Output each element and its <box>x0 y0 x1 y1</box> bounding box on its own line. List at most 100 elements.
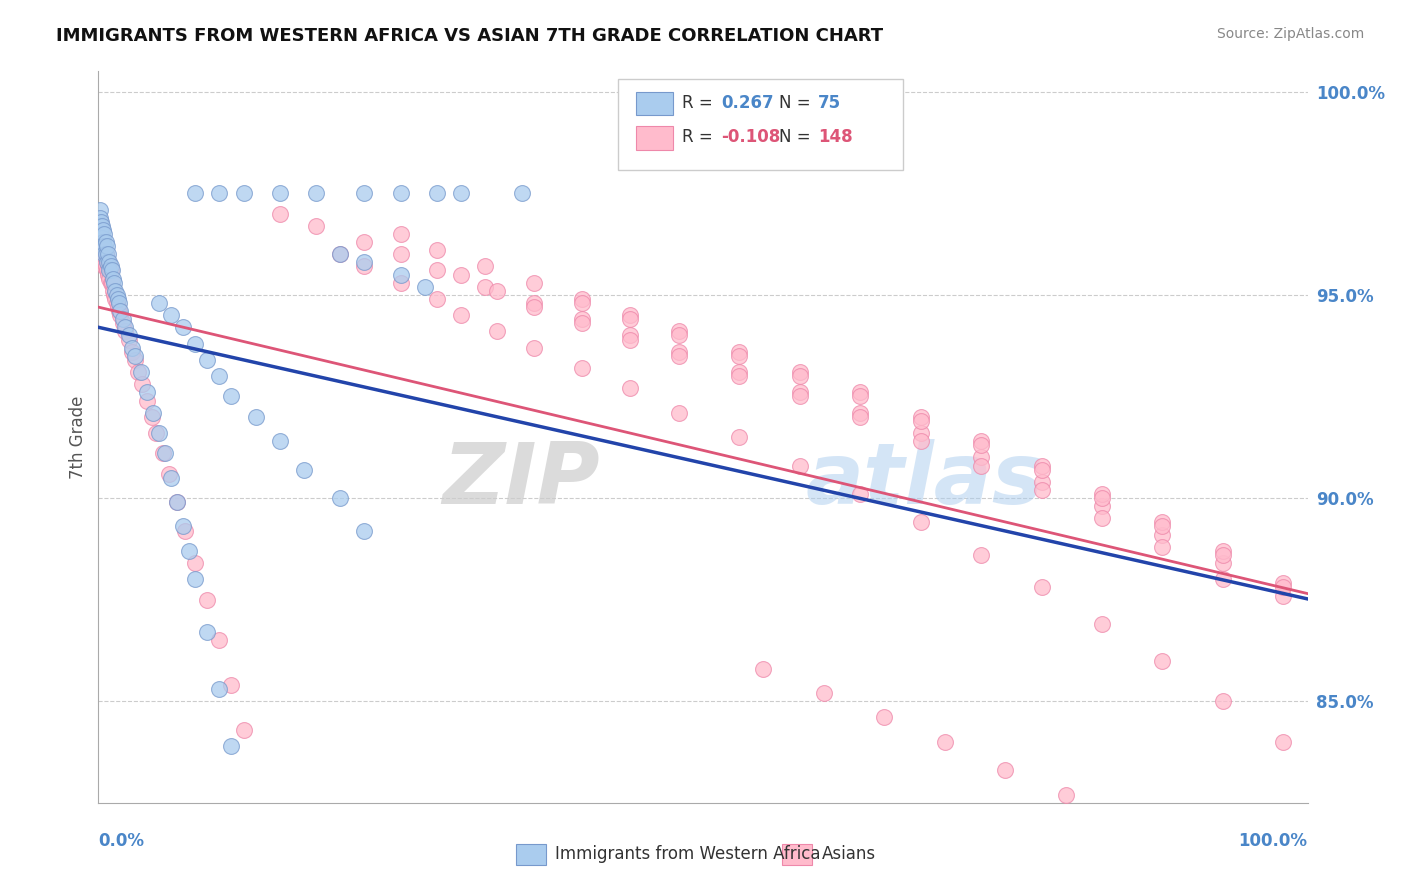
Point <box>849 487 872 501</box>
Point <box>97 247 120 261</box>
Point <box>105 288 128 302</box>
Point <box>970 450 993 465</box>
Point <box>184 186 207 201</box>
Point <box>1212 548 1234 562</box>
Point <box>232 186 254 201</box>
Point <box>195 625 218 640</box>
Point <box>1091 511 1114 525</box>
Point <box>152 446 174 460</box>
Point <box>96 255 118 269</box>
Point <box>121 344 143 359</box>
Text: -0.108: -0.108 <box>721 128 780 146</box>
Point <box>89 202 111 217</box>
Point <box>1212 544 1234 558</box>
Point <box>1212 694 1234 708</box>
Point <box>450 186 472 201</box>
Point <box>668 344 690 359</box>
Point <box>523 276 546 290</box>
Point <box>1091 487 1114 501</box>
Point <box>571 312 593 326</box>
Point <box>1272 576 1295 591</box>
Point <box>195 592 218 607</box>
Point <box>910 409 932 424</box>
Point <box>208 369 231 384</box>
Point <box>389 247 412 261</box>
Point <box>179 544 201 558</box>
Point <box>1152 516 1174 530</box>
Point <box>450 268 472 282</box>
Point <box>104 292 127 306</box>
Point <box>97 268 120 282</box>
Point <box>114 320 136 334</box>
Point <box>91 231 114 245</box>
Point <box>172 519 194 533</box>
Point <box>619 308 641 322</box>
Point <box>98 260 121 274</box>
Point <box>93 243 115 257</box>
Point <box>849 406 872 420</box>
Bar <box>637 92 672 115</box>
Text: N =: N = <box>779 128 811 146</box>
Point <box>910 414 932 428</box>
Point <box>269 206 291 220</box>
Point <box>353 235 375 249</box>
Point <box>1031 475 1053 489</box>
Point <box>1091 491 1114 505</box>
Point <box>221 739 243 753</box>
Point <box>305 219 328 233</box>
Point <box>90 243 112 257</box>
Point <box>1152 540 1174 554</box>
Point <box>329 491 352 505</box>
Point <box>96 252 118 266</box>
Point <box>101 284 124 298</box>
Point <box>108 296 131 310</box>
Point <box>910 516 932 530</box>
Point <box>98 255 121 269</box>
Point <box>100 276 122 290</box>
Point <box>728 369 751 384</box>
Point <box>172 320 194 334</box>
Point <box>89 211 111 225</box>
Point <box>195 352 218 367</box>
Point <box>1175 845 1198 859</box>
Point <box>619 328 641 343</box>
Point <box>89 231 111 245</box>
Point <box>89 215 111 229</box>
Point <box>970 458 993 473</box>
Point <box>104 284 127 298</box>
Text: IMMIGRANTS FROM WESTERN AFRICA VS ASIAN 7TH GRADE CORRELATION CHART: IMMIGRANTS FROM WESTERN AFRICA VS ASIAN … <box>56 27 883 45</box>
Point <box>269 186 291 201</box>
Point <box>426 263 449 277</box>
Point <box>426 243 449 257</box>
Point <box>389 276 412 290</box>
Point <box>135 385 157 400</box>
Point <box>89 219 111 233</box>
Point <box>208 633 231 648</box>
Point <box>571 361 593 376</box>
Point <box>148 425 170 440</box>
Bar <box>516 845 546 865</box>
Point <box>91 219 114 233</box>
Text: 100.0%: 100.0% <box>1239 832 1308 850</box>
Point <box>256 816 278 830</box>
Point <box>145 425 167 440</box>
Point <box>813 686 835 700</box>
Point <box>108 308 131 322</box>
Point <box>970 438 993 452</box>
Point <box>1152 519 1174 533</box>
Point <box>1152 654 1174 668</box>
Text: R =: R = <box>682 94 713 112</box>
Point <box>153 446 176 460</box>
Point <box>91 239 114 253</box>
Point <box>157 467 180 481</box>
Point <box>571 316 593 330</box>
Point <box>135 393 157 408</box>
Point <box>789 458 811 473</box>
Point <box>108 304 131 318</box>
Point <box>1091 617 1114 632</box>
Point <box>389 186 412 201</box>
Point <box>208 186 231 201</box>
Point <box>121 341 143 355</box>
Point <box>160 308 183 322</box>
Point <box>1212 572 1234 586</box>
